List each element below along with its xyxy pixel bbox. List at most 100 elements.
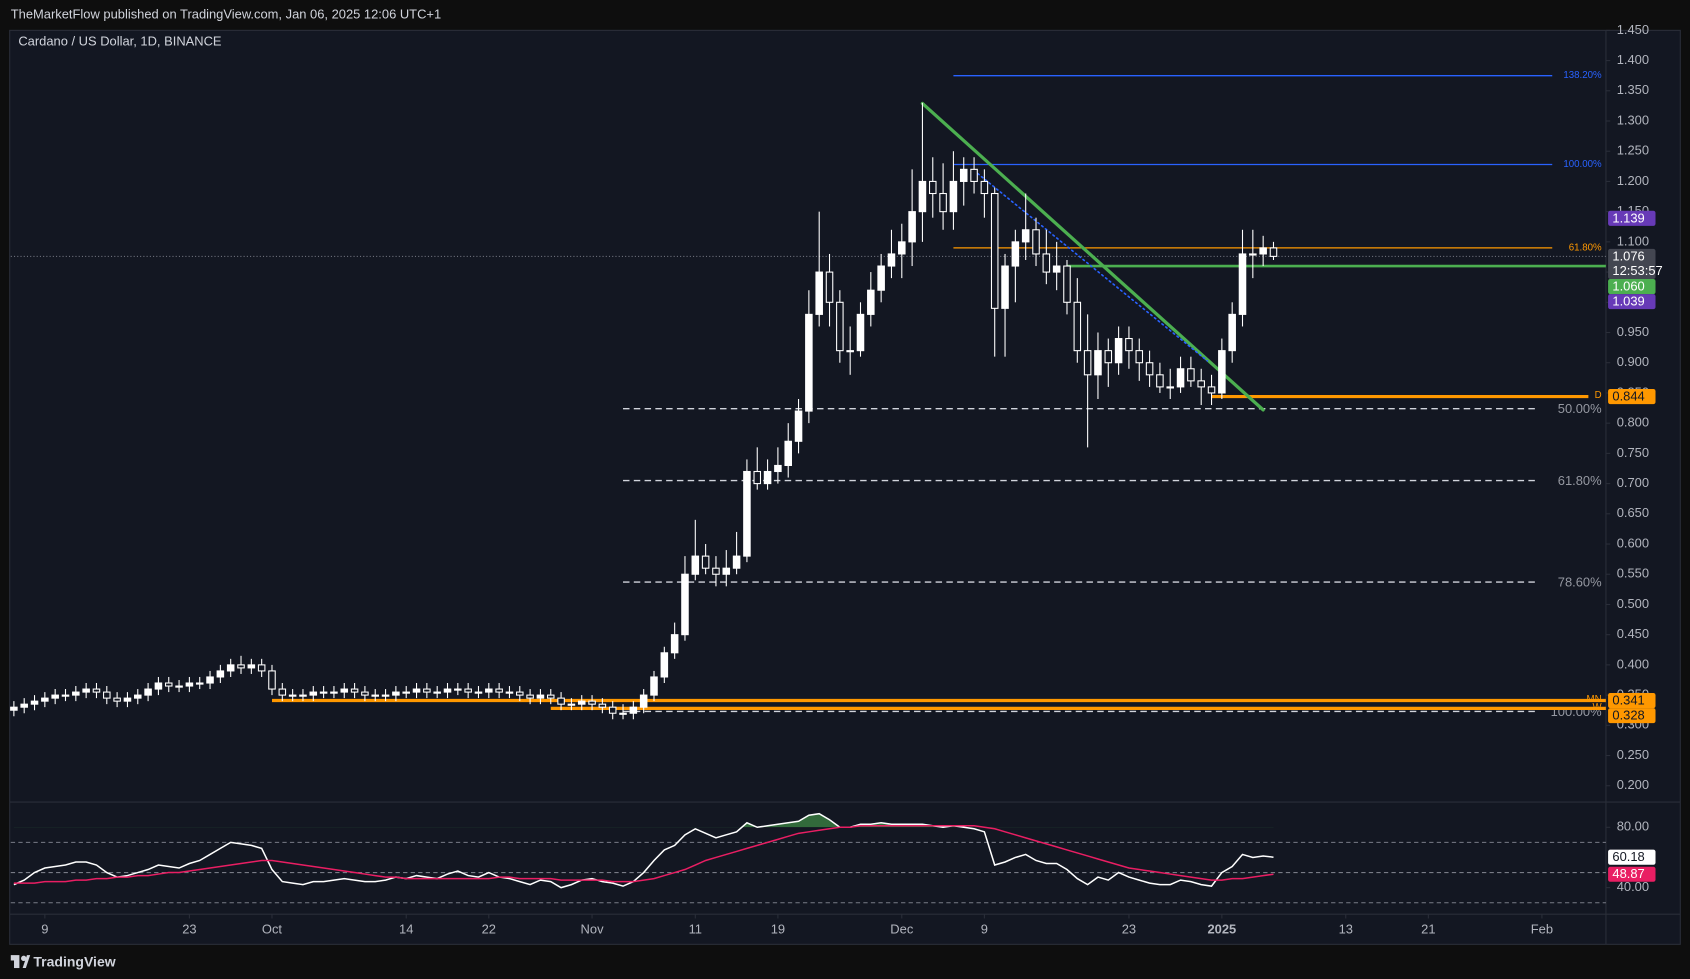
tradingview-logo[interactable]: TradingView bbox=[10, 953, 116, 969]
candle-body bbox=[257, 664, 266, 672]
candle-body bbox=[949, 180, 958, 213]
candle-body bbox=[309, 691, 318, 696]
candle-body bbox=[1094, 350, 1102, 376]
candle-body bbox=[423, 688, 431, 693]
logo-part bbox=[10, 955, 20, 961]
candle-body bbox=[815, 271, 823, 315]
price-badge-label: 0.341 bbox=[1612, 692, 1644, 707]
y-tick-label: 0.450 bbox=[1617, 626, 1649, 641]
candle-body bbox=[639, 694, 648, 708]
candle-body bbox=[1218, 350, 1226, 394]
candle-body bbox=[681, 573, 689, 636]
price-pane: 138.20%100.00%61.80%D50.00%61.80%78.60%1… bbox=[10, 70, 1606, 720]
y-tick-label: 0.750 bbox=[1617, 445, 1649, 460]
candle-body bbox=[226, 664, 235, 672]
candle-body bbox=[1249, 253, 1257, 256]
level-label: 138.20% bbox=[1563, 70, 1602, 81]
y-tick-label: 1.100 bbox=[1617, 233, 1649, 248]
candle-body bbox=[474, 691, 483, 694]
x-tick-label: 13 bbox=[1339, 922, 1353, 937]
candle-body bbox=[918, 180, 927, 213]
candle-body bbox=[1104, 350, 1113, 364]
candle-body bbox=[1021, 229, 1030, 243]
x-tick-label: 19 bbox=[771, 922, 785, 937]
candle-body bbox=[701, 555, 710, 569]
x-tick-label: 22 bbox=[482, 922, 496, 937]
axes: 1.4501.4001.3501.3001.2501.2001.1501.100… bbox=[41, 22, 1662, 937]
candle-body bbox=[877, 265, 885, 291]
candle-body bbox=[867, 289, 875, 315]
candle-body bbox=[288, 694, 297, 697]
candle-body bbox=[598, 703, 607, 708]
candle-body bbox=[1269, 247, 1278, 257]
candle-body bbox=[299, 694, 307, 697]
candle-body bbox=[237, 664, 245, 669]
candle-body bbox=[92, 688, 101, 693]
candle-body bbox=[133, 694, 142, 699]
candle-body bbox=[1011, 241, 1020, 267]
candle-body bbox=[195, 682, 204, 685]
rsi-ma-line bbox=[13, 825, 1274, 884]
price-badge-label: 1.076 bbox=[1612, 248, 1644, 263]
candle-body bbox=[113, 697, 121, 702]
price-badge bbox=[1608, 279, 1656, 295]
candle-body bbox=[650, 676, 658, 696]
candle-body bbox=[340, 688, 349, 693]
candle-body bbox=[660, 652, 669, 678]
candle-body bbox=[154, 682, 163, 690]
candle-body bbox=[268, 670, 276, 690]
logo-part bbox=[21, 955, 27, 962]
rsi-line bbox=[13, 812, 1274, 889]
price-badge bbox=[1608, 210, 1656, 226]
countdown-label: 12:53:57 bbox=[1612, 263, 1662, 278]
candle-body bbox=[743, 470, 751, 557]
candle-body bbox=[247, 664, 256, 669]
candle-body bbox=[82, 688, 90, 693]
x-tick-label: Oct bbox=[262, 922, 283, 937]
publish-header: TheMarketFlow published on TradingView.c… bbox=[11, 7, 441, 22]
level-label: MN bbox=[1587, 694, 1602, 705]
level-label: 61.80% bbox=[1569, 242, 1602, 253]
candle-body bbox=[103, 691, 111, 699]
y-tick-label: 1.450 bbox=[1617, 22, 1649, 37]
candle-body bbox=[794, 410, 803, 442]
candle-body bbox=[10, 706, 18, 711]
candle-body bbox=[691, 555, 700, 575]
candle-body bbox=[928, 180, 937, 195]
candle-body bbox=[278, 688, 287, 696]
candle-body bbox=[1135, 350, 1144, 364]
x-tick-label: 9 bbox=[981, 922, 988, 937]
candle-body bbox=[846, 350, 854, 353]
y-tick-label: 0.400 bbox=[1617, 656, 1649, 671]
candle-body bbox=[361, 691, 369, 696]
candle-body bbox=[464, 688, 472, 693]
y-tick-label: 1.250 bbox=[1617, 143, 1649, 158]
rsi-badge-label: 48.87 bbox=[1612, 866, 1644, 881]
candle-body bbox=[567, 703, 576, 706]
rsi-pane bbox=[10, 812, 1606, 904]
candle-body bbox=[774, 464, 782, 473]
candle-body bbox=[1156, 374, 1164, 388]
level-label: 50.00% bbox=[1558, 401, 1602, 416]
candle-body bbox=[144, 688, 152, 696]
y-tick-label: 0.900 bbox=[1617, 354, 1649, 369]
x-tick-label: 23 bbox=[182, 922, 196, 937]
candle-body bbox=[1187, 368, 1195, 382]
trendline bbox=[973, 169, 1209, 362]
candle-body bbox=[485, 688, 493, 693]
x-tick-label: Feb bbox=[1531, 922, 1553, 937]
y-tick-label: 0.700 bbox=[1617, 475, 1649, 490]
candle-body bbox=[1032, 229, 1040, 255]
x-tick-label: 14 bbox=[399, 922, 413, 937]
footer-brand: TradingView bbox=[33, 953, 115, 969]
price-badge bbox=[1608, 708, 1656, 724]
candle-body bbox=[825, 271, 834, 303]
y-tick-label: 1.400 bbox=[1617, 52, 1649, 67]
y-tick-label: 1.300 bbox=[1617, 112, 1649, 127]
candle-body bbox=[980, 180, 989, 195]
candle-body bbox=[970, 168, 978, 182]
candle-body bbox=[319, 691, 328, 694]
x-tick-label: Nov bbox=[581, 922, 605, 937]
price-badge-label: 1.139 bbox=[1612, 210, 1644, 225]
